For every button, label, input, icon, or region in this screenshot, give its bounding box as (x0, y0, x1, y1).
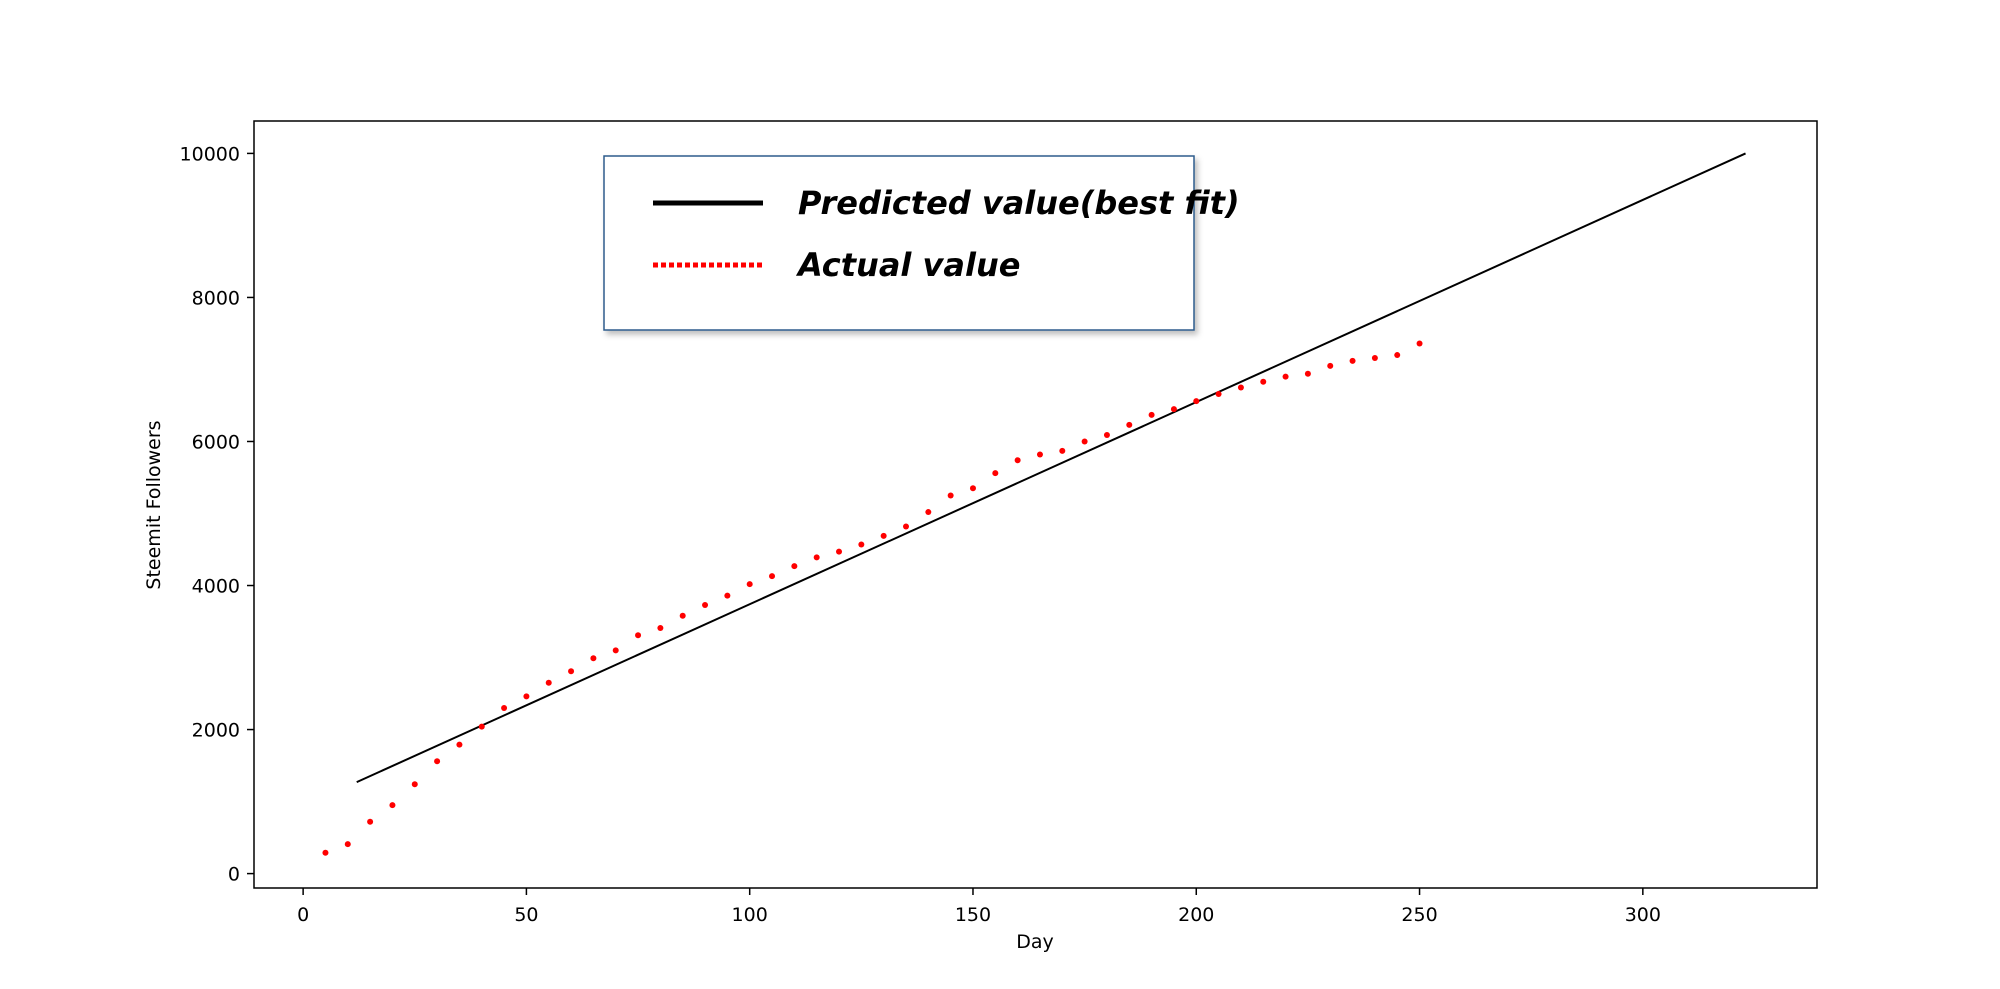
data-point-actual (1327, 362, 1334, 369)
data-point-actual (568, 668, 575, 675)
data-point-actual (523, 693, 530, 700)
y-tick-label: 2000 (192, 720, 240, 742)
data-point-actual (322, 849, 329, 856)
x-tick-label: 250 (1401, 904, 1437, 926)
data-point-actual (1260, 378, 1267, 385)
x-axis-label: Day (1016, 931, 1054, 953)
data-point-actual (344, 841, 351, 848)
plot-frame (253, 120, 1818, 889)
series-line-predicted (356, 152, 1746, 784)
data-point-actual (1394, 352, 1401, 359)
data-point-actual (1103, 432, 1110, 439)
data-point-actual (858, 541, 865, 548)
x-tick-label: 50 (514, 904, 538, 926)
x-tick-label: 300 (1625, 904, 1661, 926)
data-point-actual (478, 723, 485, 730)
data-point-actual (1282, 373, 1289, 380)
data-point-actual (1014, 457, 1021, 464)
x-tick-label: 200 (1178, 904, 1214, 926)
data-point-actual (612, 647, 619, 654)
data-point-actual (702, 601, 709, 608)
data-point-actual (1148, 411, 1155, 418)
data-point-actual (1170, 406, 1177, 413)
y-tick-label: 6000 (192, 431, 240, 453)
data-point-actual (1237, 384, 1244, 391)
data-point-actual (1371, 354, 1378, 361)
x-tick-label: 150 (955, 904, 991, 926)
y-tick-label: 0 (228, 864, 240, 886)
data-point-actual (389, 802, 396, 809)
legend-label-actual: Actual value (795, 246, 1020, 284)
data-point-actual (813, 554, 820, 561)
legend-label-predicted: Predicted value(best fit) (798, 184, 1240, 222)
data-point-actual (679, 612, 686, 619)
data-point-actual (1036, 451, 1043, 458)
data-point-actual (635, 632, 642, 639)
y-tick-label: 4000 (192, 576, 240, 598)
x-tick-label: 100 (732, 904, 768, 926)
data-point-actual (1126, 421, 1133, 428)
data-point-actual (836, 548, 843, 555)
y-tick-label: 10000 (180, 143, 240, 165)
data-point-actual (501, 704, 508, 711)
x-tick-label: 0 (297, 904, 309, 926)
data-point-actual (1349, 357, 1356, 364)
data-point-actual (657, 625, 664, 632)
data-point-actual (791, 563, 798, 570)
data-point-actual (1081, 438, 1088, 445)
data-point-actual (434, 758, 441, 765)
data-point-actual (1215, 390, 1222, 397)
data-point-actual (969, 485, 976, 492)
plot-area (322, 152, 1746, 856)
data-point-actual (456, 741, 463, 748)
data-point-actual (590, 655, 597, 662)
legend-box (603, 155, 1195, 331)
axes: 0 50 100 150 200 250 300 0 2000 4000 6000 8000 10000 (180, 120, 1818, 926)
data-point-actual (367, 818, 374, 825)
data-point-actual (769, 573, 776, 580)
y-axis-label: Steemit Followers (143, 420, 165, 589)
data-point-actual (947, 492, 954, 499)
data-point-actual (902, 523, 909, 530)
data-point-actual (1059, 447, 1066, 454)
data-point-actual (545, 679, 552, 686)
data-point-actual (880, 532, 887, 539)
data-point-actual (992, 470, 999, 477)
data-point-actual (746, 581, 753, 588)
data-point-actual (411, 781, 418, 788)
data-point-actual (1416, 340, 1423, 347)
data-point-actual (1304, 370, 1311, 377)
data-point-actual (1193, 398, 1200, 405)
legend: Predicted value(best fit) Actual value (603, 155, 1240, 331)
y-tick-label: 8000 (192, 287, 240, 309)
data-point-actual (925, 509, 932, 516)
data-point-actual (724, 592, 731, 599)
